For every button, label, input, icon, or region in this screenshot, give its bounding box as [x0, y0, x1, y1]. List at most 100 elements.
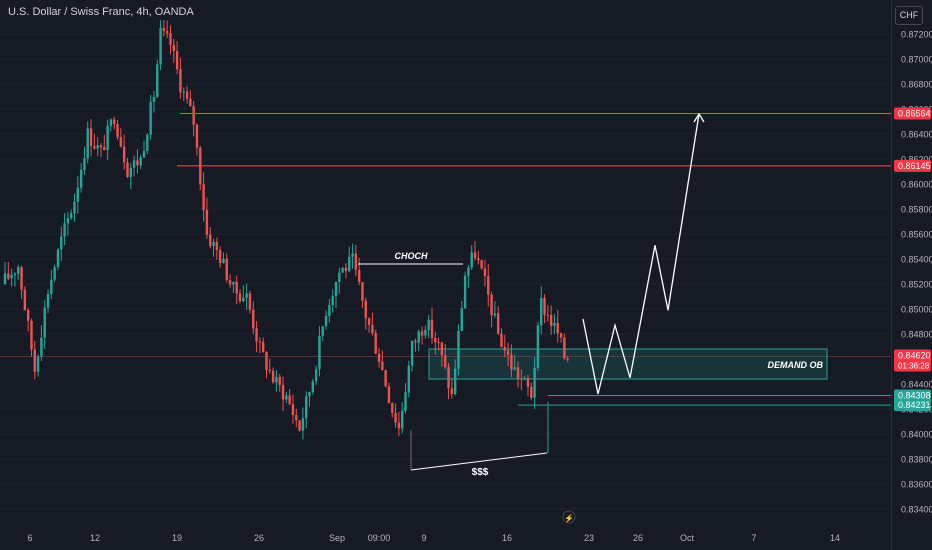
x-tick-label: 12	[90, 533, 100, 543]
candle-body	[70, 213, 73, 219]
candle-body	[129, 167, 132, 178]
price-label-box	[894, 107, 931, 120]
candle-body	[321, 326, 324, 336]
candle-body	[152, 97, 156, 102]
candle-body	[265, 352, 268, 370]
candle-body	[371, 324, 374, 334]
candle-body	[460, 308, 463, 331]
candle-body	[533, 367, 536, 398]
candle-body	[314, 369, 318, 382]
x-tick-label: 19	[172, 533, 182, 543]
candle-body	[73, 201, 76, 214]
candle-body	[142, 151, 146, 158]
candle-body	[172, 44, 176, 51]
y-tick-label: 0.85400	[901, 255, 932, 265]
candle-body	[348, 256, 351, 271]
candle-body	[354, 253, 358, 270]
price-labels: 0.865640.861450.8462001:36:280.843080.84…	[894, 107, 931, 412]
candle-body	[308, 392, 311, 397]
flash-icon	[562, 510, 576, 524]
y-tick-label: 0.84400	[901, 380, 932, 390]
candle-body	[447, 367, 450, 389]
candle-body	[195, 124, 199, 148]
price-label-box	[894, 159, 931, 172]
flash-icon-glyph: ⚡	[564, 513, 574, 523]
candle-body	[222, 258, 225, 264]
candle-body	[334, 281, 338, 297]
candle-body	[381, 361, 384, 371]
candle-body	[202, 184, 205, 210]
candle-body	[212, 241, 215, 247]
candle-body	[516, 367, 520, 379]
candle-body	[288, 395, 291, 405]
candle-body	[218, 250, 222, 264]
demand-ob-label: DEMAND OB	[768, 360, 824, 370]
candle-body	[86, 128, 89, 159]
candle-body	[76, 187, 80, 202]
candle-body	[437, 342, 440, 344]
candle-body	[103, 147, 106, 151]
candle-body	[109, 119, 113, 126]
currency-button[interactable]: CHF	[895, 6, 923, 25]
candle-body	[331, 296, 334, 306]
candle-body	[13, 273, 17, 276]
y-tick-label: 0.86400	[901, 130, 932, 140]
candle-body	[53, 267, 56, 280]
candle-body	[506, 350, 510, 355]
candle-body	[278, 376, 281, 385]
candle-body	[139, 157, 142, 166]
candle-body	[367, 318, 371, 325]
candle-body	[179, 69, 182, 93]
candle-body	[397, 422, 401, 429]
chart-grid	[0, 33, 891, 510]
candle-body	[20, 267, 23, 290]
axis-divider	[891, 0, 892, 550]
candle-body	[3, 273, 7, 284]
candle-body	[457, 330, 460, 369]
x-tick-label: 23	[584, 533, 594, 543]
candle-body	[563, 337, 566, 359]
x-tick-label: Sep	[329, 533, 345, 543]
x-tick-label: 09:00	[368, 533, 391, 543]
candle-body	[192, 106, 195, 125]
candle-body	[483, 268, 487, 276]
price-axis: 0.872000.870000.868000.866000.864000.862…	[901, 30, 932, 515]
candle-body	[225, 258, 228, 281]
candle-body	[215, 241, 219, 251]
candle-body	[480, 260, 483, 269]
x-tick-label: 26	[633, 533, 643, 543]
y-tick-label: 0.86800	[901, 80, 932, 90]
y-tick-label: 0.86200	[901, 155, 932, 165]
projection-arrowhead	[693, 112, 705, 123]
candle-body	[496, 313, 500, 334]
candle-body	[268, 369, 271, 371]
candle-body	[175, 50, 179, 70]
price-label-text: 0.84308	[898, 391, 931, 401]
candle-body	[414, 340, 417, 343]
price-label-text: 0.86145	[898, 161, 931, 171]
candle-body	[248, 293, 252, 310]
candle-body	[394, 412, 397, 423]
candle-body	[189, 98, 192, 107]
candle-body	[493, 313, 497, 316]
candle-body	[424, 329, 427, 336]
candle-body	[298, 420, 301, 431]
candle-body	[530, 386, 533, 398]
candle-body	[281, 384, 285, 400]
countdown-text: 01:36:28	[898, 362, 930, 371]
candle-body	[430, 319, 434, 339]
projection-line	[582, 113, 700, 395]
candle-body	[536, 325, 540, 368]
candle-body	[526, 377, 530, 387]
candle-body	[467, 267, 470, 276]
candle-body	[113, 119, 116, 124]
candle-body	[106, 125, 109, 151]
candle-body	[126, 162, 129, 178]
candle-body	[242, 297, 245, 302]
x-tick-label: 9	[421, 533, 426, 543]
y-tick-label: 0.83800	[901, 455, 932, 465]
candle-body	[404, 392, 407, 411]
candle-body	[40, 337, 43, 357]
candle-body	[245, 293, 248, 298]
